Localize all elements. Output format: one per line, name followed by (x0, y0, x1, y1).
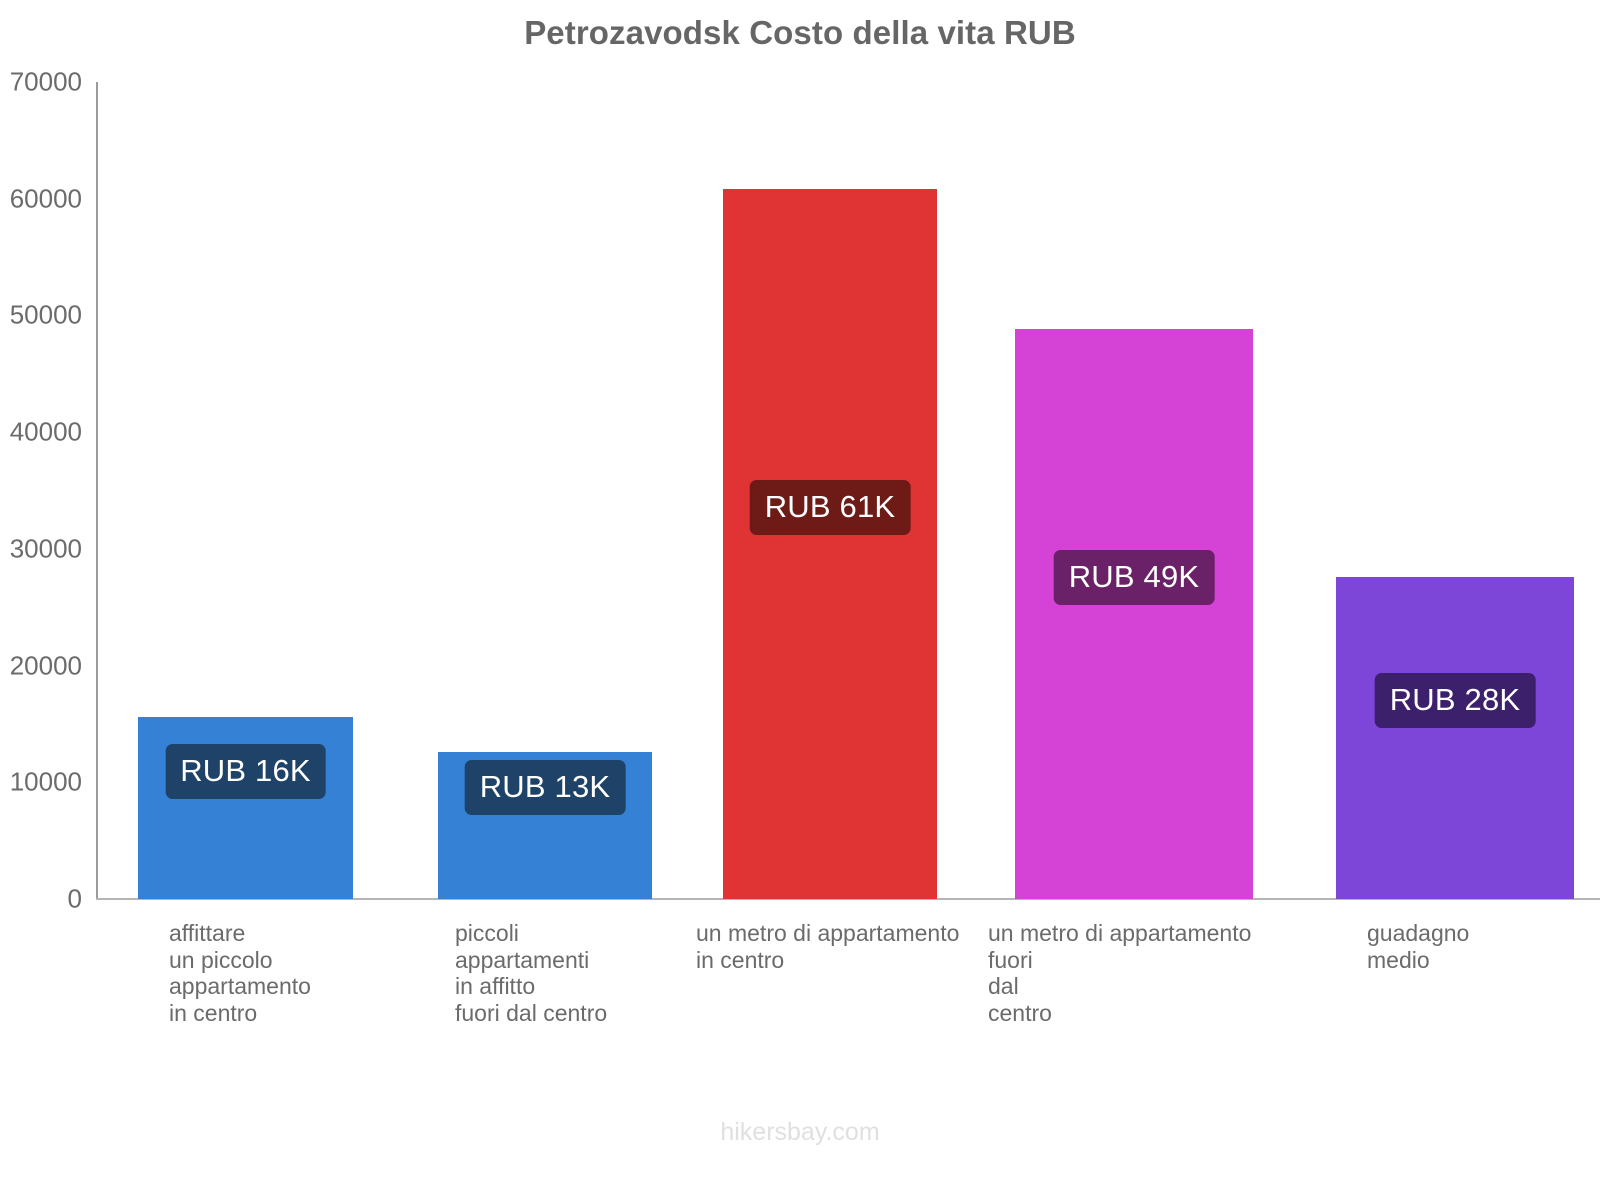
x-axis-category-label: un metro di appartamento fuori dal centr… (988, 920, 1252, 1026)
bar[interactable]: RUB 49K (1015, 329, 1253, 899)
bar-value-label: RUB 13K (464, 760, 626, 815)
x-axis-category-label: guadagno medio (1367, 920, 1470, 973)
bar-value-label: RUB 28K (1374, 673, 1536, 728)
bar-value-label: RUB 16K (165, 744, 326, 799)
x-axis-category-label: affittare un piccolo appartamento in cen… (169, 920, 311, 1026)
y-axis-tick-label: 70000 (9, 66, 82, 97)
bar-value-label: RUB 61K (749, 480, 911, 535)
chart-title: Petrozavodsk Costo della vita RUB (524, 14, 1076, 51)
bar[interactable]: RUB 16K (138, 716, 353, 899)
y-axis-line (96, 82, 98, 900)
bar-value-label: RUB 49K (1053, 550, 1215, 605)
bar[interactable]: RUB 61K (723, 189, 937, 899)
x-axis-line (96, 898, 1600, 900)
y-axis-tick-label: 20000 (9, 650, 82, 681)
x-axis-category-label: piccoli appartamenti in affitto fuori da… (455, 920, 608, 1026)
bar[interactable]: RUB 13K (438, 751, 652, 899)
y-axis-tick-label: 0 (67, 883, 82, 914)
x-axis-category-label: un metro di appartamento in centro (696, 920, 960, 973)
y-axis-tick-label: 30000 (9, 533, 82, 564)
bar[interactable]: RUB 28K (1336, 576, 1574, 899)
y-axis-tick-label: 10000 (9, 766, 82, 797)
y-axis-tick-label: 40000 (9, 416, 82, 447)
footer-credit: hikersbay.com (720, 1118, 880, 1146)
y-axis-tick-label: 60000 (9, 183, 82, 214)
plot-area: RUB 16K RUB 13K RUB 61K RUB 49K RUB 28K (97, 82, 1597, 899)
y-axis-tick-label: 50000 (9, 299, 82, 330)
